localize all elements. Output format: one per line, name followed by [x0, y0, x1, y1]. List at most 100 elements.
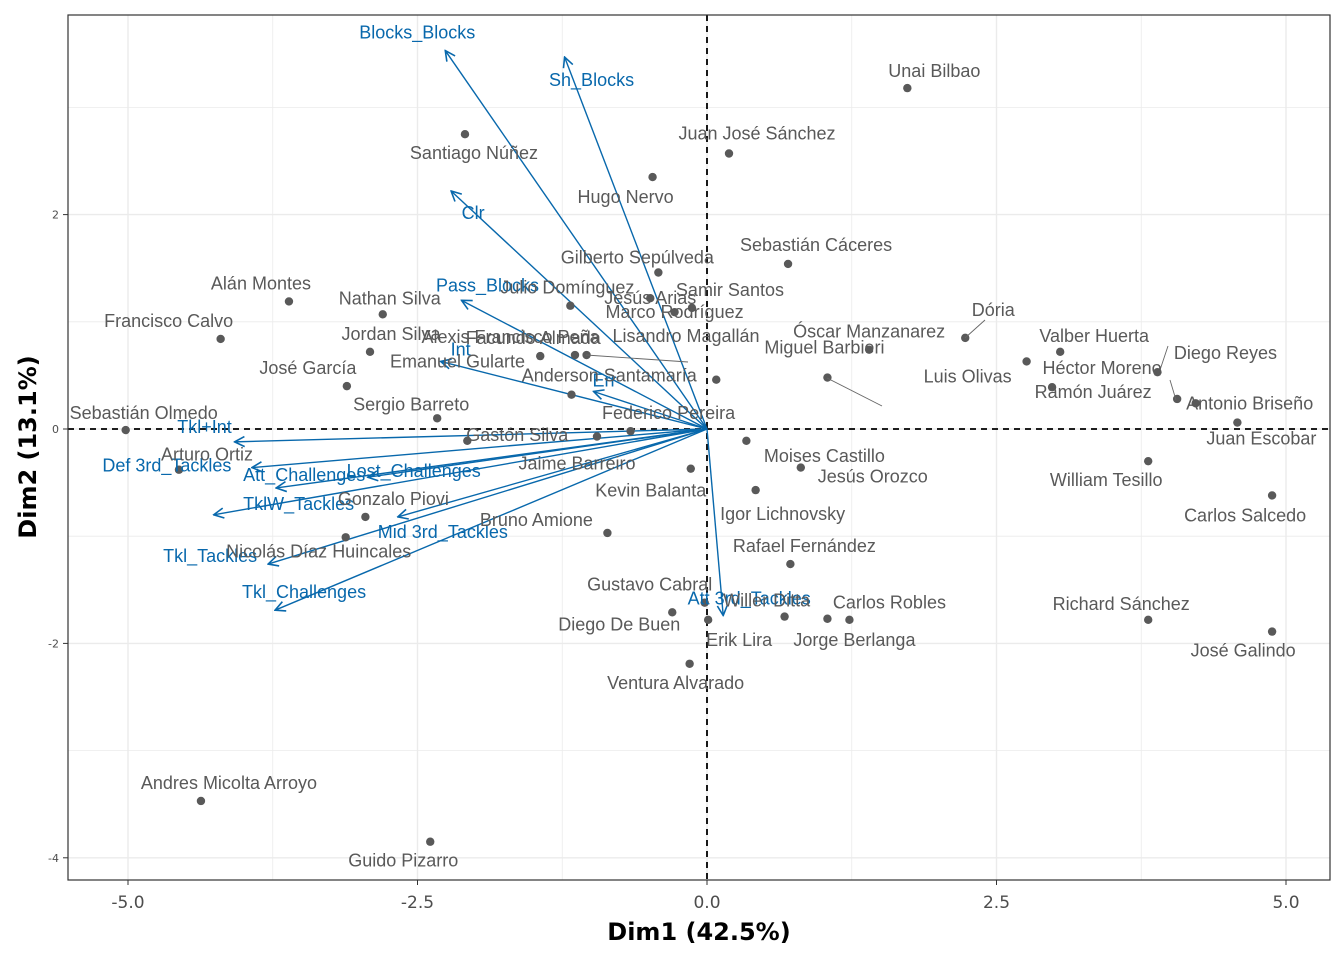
player-label: Antonio Briseño [1186, 393, 1313, 413]
player-point [724, 149, 734, 158]
variable-arrow [276, 428, 708, 488]
player-label: Carlos Salcedo [1184, 505, 1306, 525]
player-point [121, 425, 130, 435]
player-point [1267, 491, 1277, 500]
player-point [1143, 615, 1153, 625]
player-point [686, 464, 695, 473]
x-axis: -5.0 -2.5 0.0 2.5 5.0 [111, 880, 1300, 913]
player-label: Juan José Sánchez [678, 123, 835, 143]
variable-arrow [565, 57, 708, 430]
player-label: Óscar Manzanarez [793, 321, 945, 342]
variable-arrow [398, 428, 708, 517]
player-point [174, 465, 184, 474]
player-label: Miguel Barbieri [764, 338, 884, 358]
player-point [796, 463, 805, 472]
player-label: Alexis Francisco Peña [422, 327, 601, 347]
player-point [646, 294, 655, 303]
player-point [845, 615, 854, 625]
x-tick-label: -5.0 [111, 893, 144, 913]
player-label: Rafael Fernández [733, 536, 876, 556]
label-leader-line [1169, 379, 1177, 401]
player-label: Moises Castillo [764, 446, 885, 466]
variable-label: Int [451, 339, 471, 359]
player-label: Kevin Balanta [595, 481, 707, 501]
player-label: Nathan Silva [339, 288, 442, 308]
player-label: Bruno Amione [480, 510, 593, 530]
player-point [1233, 418, 1242, 427]
player-label: José Galindo [1191, 641, 1296, 661]
x-tick-label: 0.0 [693, 893, 720, 913]
player-point [783, 259, 793, 269]
player-label: Gonzalo Piovi [338, 489, 449, 509]
variable-arrow [594, 391, 708, 430]
player-point [536, 351, 545, 361]
player-label: Marco Rodríguez [606, 302, 744, 322]
player-label: Sergio Barreto [353, 394, 469, 414]
player-label: Samir Santos [676, 280, 784, 300]
player-point [361, 512, 370, 522]
player-label: Willer Ditta [723, 591, 811, 611]
player-label: Andres Micolta Arroyo [141, 773, 317, 793]
label-leader-line [964, 319, 986, 339]
player-label: Luis Olivas [924, 366, 1012, 386]
variable-label: Mid 3rd_Tackles [378, 522, 508, 543]
player-point [365, 347, 375, 357]
x-tick-label: 5.0 [1272, 893, 1299, 913]
player-label: Gastón Silva [466, 425, 569, 445]
y-tick-label: 0 [52, 423, 59, 436]
player-point [700, 598, 709, 607]
player-label: Alán Montes [211, 273, 311, 293]
player-point [685, 659, 694, 668]
variable-arrow [252, 428, 708, 468]
y-axis-title: Dim2 (13.1%) [14, 355, 42, 538]
variable-labels: Blocks_BlocksSh_BlocksClrPass_BlocksIntE… [102, 23, 810, 610]
player-point [823, 614, 832, 623]
player-label: Julio Domínguez [500, 278, 634, 298]
player-point [687, 303, 697, 313]
player-point [460, 130, 470, 139]
player-label: Federico Pereira [602, 403, 736, 423]
player-point [712, 375, 721, 384]
player-label: José García [259, 358, 357, 378]
player-point [216, 334, 225, 344]
label-leader-line [585, 354, 689, 363]
player-point [463, 436, 472, 445]
player-point [648, 172, 657, 182]
player-label: Unai Bilbao [888, 61, 980, 81]
variable-arrow [706, 428, 723, 616]
variable-label: Lost_Challenges [347, 461, 481, 482]
variable-label: Clr [462, 203, 485, 223]
x-axis-title: Dim1 (42.5%) [607, 918, 790, 946]
player-label: Guido Pizarro [348, 851, 458, 871]
y-tick-label: -2 [48, 637, 59, 650]
x-tick-label: 2.5 [983, 893, 1010, 913]
player-label: Juan Escobar [1206, 429, 1316, 449]
variable-label: TklW_Tackles [243, 494, 354, 515]
variable-label: Tkl+Int [177, 417, 232, 437]
player-point [742, 436, 751, 445]
variable-label: Def 3rd_Tackles [102, 456, 231, 477]
player-label: Carlos Robles [833, 593, 946, 613]
variable-arrow [268, 428, 708, 564]
x-tick-label: -2.5 [401, 893, 434, 913]
player-point [1191, 399, 1200, 408]
player-label: Jaime Barreiro [518, 454, 635, 474]
plot-border [67, 14, 1331, 881]
player-point [780, 612, 789, 621]
label-leader-line [1158, 345, 1169, 374]
player-label: Erik Lira [706, 630, 773, 650]
player-label: Ramón Juárez [1035, 382, 1152, 402]
player-label: Igor Lichnovsky [720, 504, 845, 524]
variable-arrow [214, 428, 708, 515]
player-point [1267, 627, 1277, 636]
player-point [864, 345, 874, 354]
player-point [903, 83, 912, 93]
player-point [703, 615, 713, 625]
player-point [567, 390, 576, 399]
player-point [566, 301, 575, 310]
player-point [654, 268, 663, 277]
player-point [426, 837, 435, 846]
player-point [342, 381, 352, 391]
player-point [378, 310, 387, 319]
player-point [196, 796, 206, 806]
